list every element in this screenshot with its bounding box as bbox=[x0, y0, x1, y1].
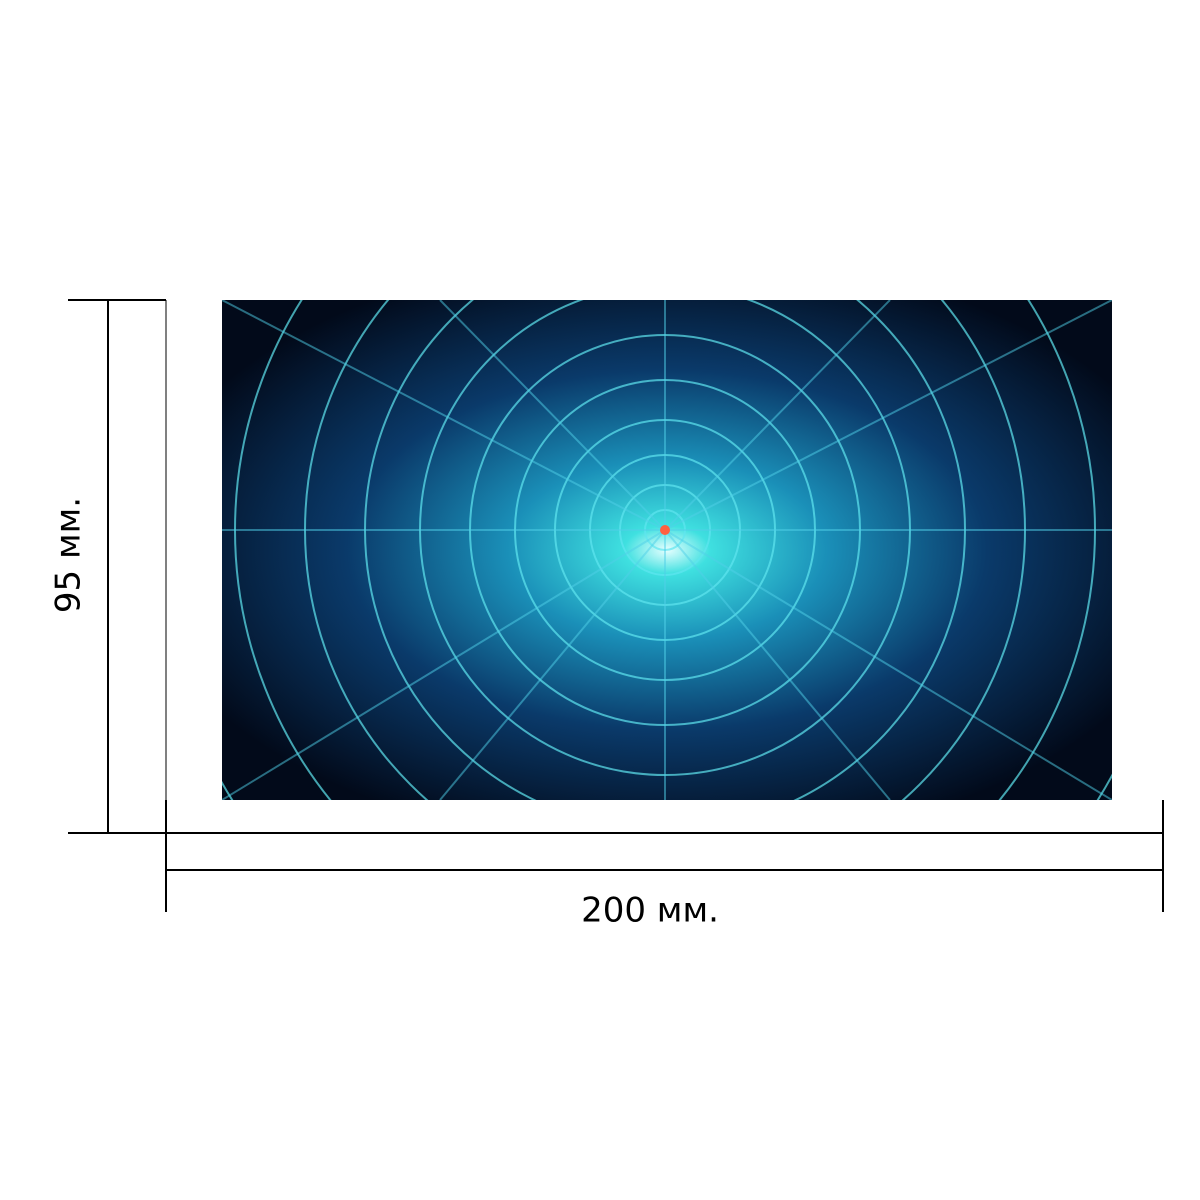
width-dimension: 200 мм. bbox=[165, 800, 1164, 931]
height-dimension: 95 мм. bbox=[49, 299, 167, 834]
product-image bbox=[222, 300, 1112, 800]
height-label: 95 мм. bbox=[49, 497, 89, 613]
width-label: 200 мм. bbox=[581, 891, 719, 931]
